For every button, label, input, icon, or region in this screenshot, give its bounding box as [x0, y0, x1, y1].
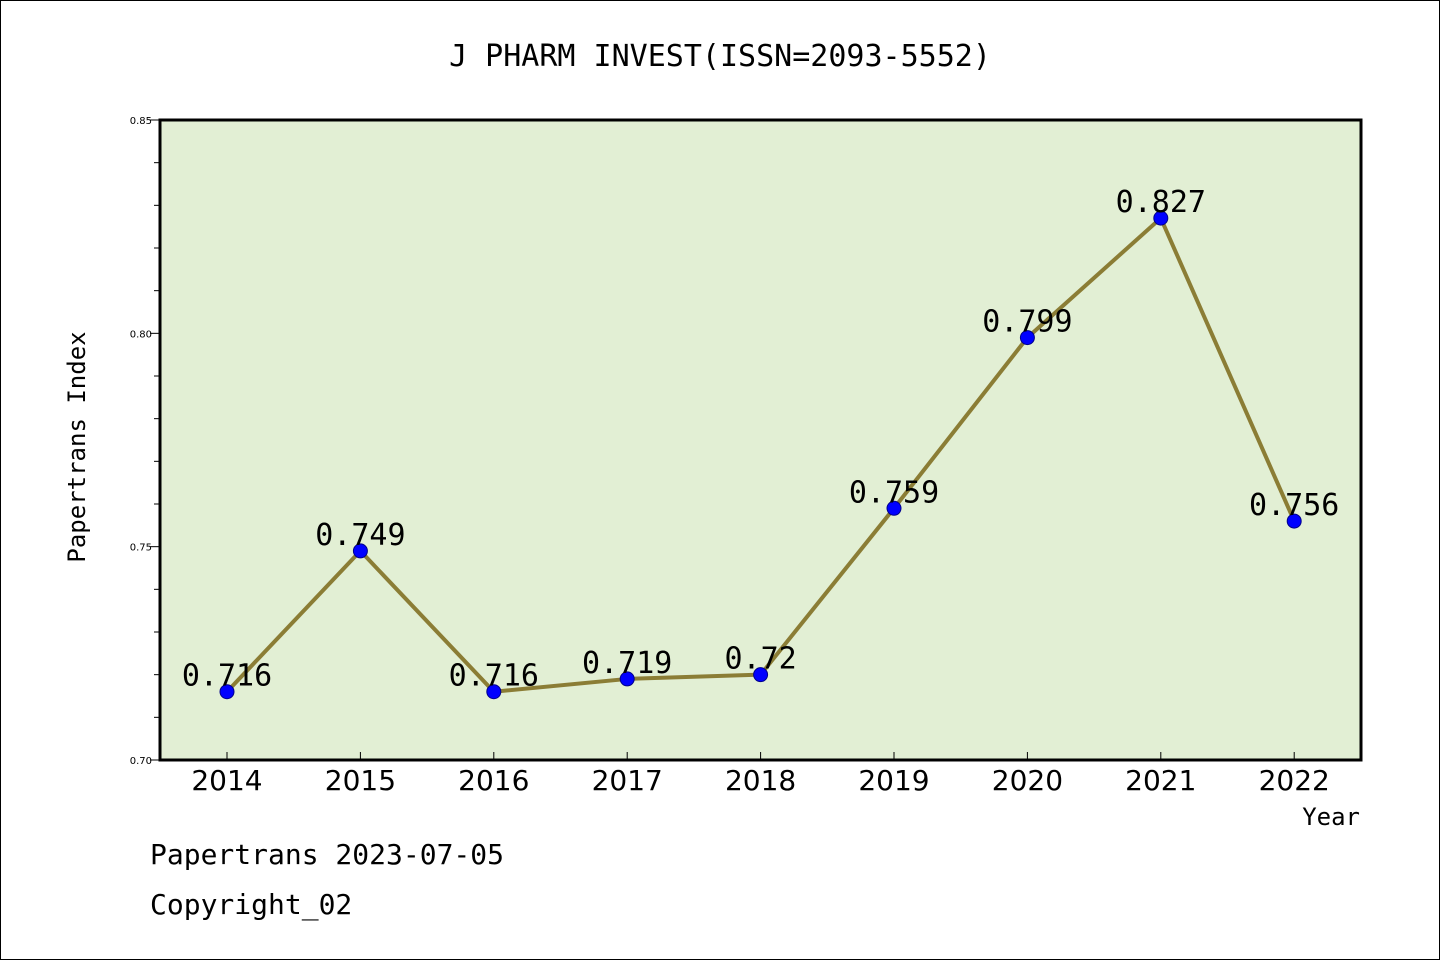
x-tick-label: 2017	[592, 764, 663, 797]
y-tick-label: 0.75	[130, 543, 152, 554]
x-tick-label: 2019	[858, 764, 929, 797]
x-tick-label: 2016	[458, 764, 529, 797]
x-tick-label: 2014	[191, 764, 262, 797]
x-axis-title: Year	[1302, 803, 1360, 831]
y-tick-label: 0.85	[130, 116, 152, 127]
data-label: 0.799	[982, 305, 1072, 340]
series-line: 0.716 0.749 0.716 0.719 0.72 0.759 0.799 0.827 0…	[182, 185, 1339, 700]
data-label: 0.72	[724, 642, 796, 677]
data-label: 0.749	[315, 518, 405, 553]
data-point	[619, 671, 635, 687]
chart-title: J PHARM INVEST(ISSN=2093-5552)	[449, 39, 991, 74]
x-tick-label: 2020	[992, 764, 1063, 797]
y-axis-title: Papertrans Index	[63, 331, 91, 562]
x-axis: 2014 2015 2016 2017 2018 2019 2020 2021 2022	[191, 752, 1330, 797]
data-label: 0.759	[849, 475, 939, 510]
x-tick-label: 2015	[325, 764, 396, 797]
data-point	[1286, 513, 1302, 529]
plot-area	[158, 118, 1363, 762]
data-label: 0.827	[1116, 185, 1206, 220]
data-point	[1019, 330, 1035, 346]
data-point	[886, 500, 902, 516]
x-tick-label: 2018	[725, 764, 796, 797]
y-tick-label: 0.70	[130, 756, 152, 767]
x-tick-label: 2022	[1259, 764, 1330, 797]
footer-copyright: Copyright_02	[150, 888, 352, 922]
y-axis: 0.70 0.75 0.80 0.85	[130, 116, 160, 767]
data-point	[352, 543, 368, 559]
data-point	[486, 684, 502, 700]
data-point	[753, 667, 769, 683]
data-point	[1153, 210, 1169, 226]
data-point	[219, 684, 235, 700]
data-label: 0.716	[449, 659, 539, 694]
data-label: 0.719	[582, 646, 672, 681]
data-label: 0.716	[182, 659, 272, 694]
y-tick-label: 0.80	[130, 329, 152, 340]
x-tick-label: 2021	[1125, 764, 1196, 797]
data-label: 0.756	[1249, 488, 1339, 523]
footer-date: Papertrans 2023-07-05	[150, 838, 504, 871]
